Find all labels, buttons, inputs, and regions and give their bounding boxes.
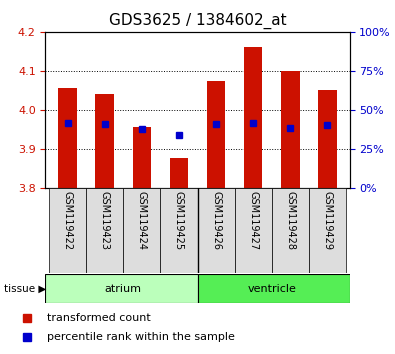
Text: GSM119427: GSM119427 <box>248 191 258 250</box>
Text: GSM119423: GSM119423 <box>100 191 110 250</box>
Bar <box>235 188 272 273</box>
Bar <box>160 188 198 273</box>
Bar <box>207 80 225 188</box>
Bar <box>170 158 188 188</box>
Bar <box>96 94 114 188</box>
Bar <box>133 127 151 188</box>
Bar <box>318 90 337 188</box>
Bar <box>45 274 198 303</box>
Text: GSM119424: GSM119424 <box>137 191 147 250</box>
Bar <box>272 188 309 273</box>
Bar <box>86 188 123 273</box>
Text: tissue ▶: tissue ▶ <box>4 284 46 293</box>
Bar <box>58 88 77 188</box>
Text: GSM119422: GSM119422 <box>63 191 73 250</box>
Bar <box>123 188 160 273</box>
Text: GSM119426: GSM119426 <box>211 191 221 250</box>
Text: atrium: atrium <box>105 284 142 293</box>
Text: transformed count: transformed count <box>47 313 150 323</box>
Text: ventricle: ventricle <box>247 284 296 293</box>
Bar <box>198 188 235 273</box>
Text: GSM119425: GSM119425 <box>174 191 184 250</box>
Bar <box>49 188 86 273</box>
Bar <box>309 188 346 273</box>
Text: percentile rank within the sample: percentile rank within the sample <box>47 332 234 342</box>
Bar <box>244 47 262 188</box>
Bar <box>198 274 350 303</box>
Text: GDS3625 / 1384602_at: GDS3625 / 1384602_at <box>109 12 286 29</box>
Text: GSM119428: GSM119428 <box>285 191 295 250</box>
Text: GSM119429: GSM119429 <box>322 191 332 250</box>
Bar <box>281 71 299 188</box>
